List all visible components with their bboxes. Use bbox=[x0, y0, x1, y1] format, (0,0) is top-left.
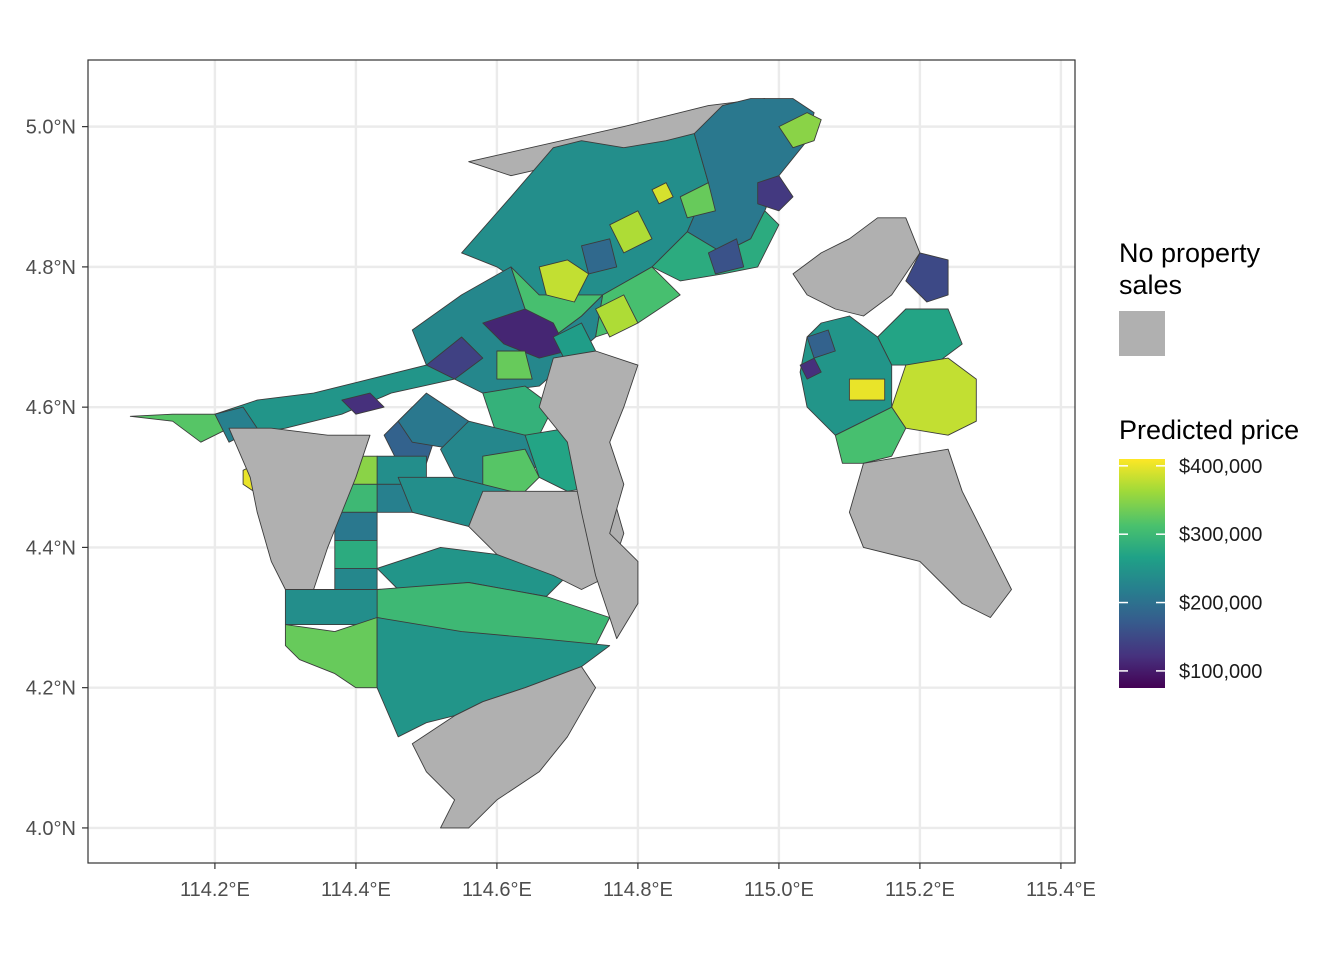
y-tick-label: 4.2°N bbox=[26, 678, 76, 700]
region-priced bbox=[334, 511, 378, 541]
x-tick-label: 115.4°E bbox=[1026, 879, 1096, 901]
colorbar-label: $400,000 bbox=[1179, 456, 1262, 478]
region-priced bbox=[284, 617, 378, 689]
region-priced bbox=[651, 182, 674, 205]
y-tick-label: 4.4°N bbox=[26, 537, 76, 559]
region-no-sales bbox=[848, 448, 1012, 618]
x-tick-label: 114.4°E bbox=[321, 879, 391, 901]
x-tick-label: 115.2°E bbox=[885, 879, 955, 901]
region-priced bbox=[334, 567, 378, 590]
region-no-sales bbox=[228, 427, 371, 590]
region-priced bbox=[595, 294, 639, 338]
y-tick-label: 4.6°N bbox=[26, 397, 76, 419]
panel-border bbox=[87, 59, 1076, 864]
regions-layer bbox=[129, 98, 1012, 829]
region-priced bbox=[496, 350, 533, 380]
x-tick-label: 114.8°E bbox=[603, 879, 673, 901]
region-priced bbox=[806, 329, 836, 359]
region-priced bbox=[609, 210, 653, 254]
region-priced bbox=[284, 589, 378, 626]
colorbar-label: $200,000 bbox=[1179, 593, 1262, 615]
price-legend-title: Predicted price bbox=[1119, 415, 1299, 445]
price-colorbar bbox=[1119, 459, 1165, 688]
price-colorbar-labels: $400,000 $300,000 $200,000 $100,000 bbox=[1119, 456, 1262, 683]
region-priced bbox=[757, 175, 794, 212]
legend: No property sales Predicted price $400,0… bbox=[1119, 238, 1299, 688]
region-priced bbox=[778, 112, 822, 149]
x-tick-label: 115.0°E bbox=[744, 879, 814, 901]
region-priced bbox=[581, 238, 618, 275]
region-priced bbox=[334, 539, 378, 569]
y-tick-label: 4.0°N bbox=[26, 818, 76, 840]
y-tick-label: 5.0°N bbox=[26, 117, 76, 139]
region-no-sales bbox=[538, 350, 639, 640]
axis-ticks: 114.2°E 114.4°E 114.6°E 114.8°E 115.0°E 115.2… bbox=[26, 117, 1096, 901]
colorbar-label: $100,000 bbox=[1179, 661, 1262, 683]
no-sales-legend-title: No property bbox=[1119, 238, 1261, 268]
region-priced bbox=[341, 392, 385, 415]
region-priced bbox=[905, 252, 949, 303]
colorbar-label: $300,000 bbox=[1179, 524, 1262, 546]
no-sales-legend-key bbox=[1119, 311, 1165, 356]
region-priced bbox=[891, 357, 977, 436]
region-priced bbox=[651, 210, 780, 282]
region-priced bbox=[799, 357, 822, 380]
x-tick-label: 114.6°E bbox=[462, 879, 532, 901]
region-no-sales bbox=[411, 666, 597, 829]
region-priced bbox=[848, 378, 886, 401]
region-priced bbox=[707, 238, 745, 275]
y-tick-label: 4.8°N bbox=[26, 257, 76, 279]
x-tick-label: 114.2°E bbox=[180, 879, 250, 901]
region-priced bbox=[538, 259, 590, 303]
no-sales-legend-title-line2: sales bbox=[1119, 270, 1182, 300]
region-priced bbox=[679, 182, 716, 219]
